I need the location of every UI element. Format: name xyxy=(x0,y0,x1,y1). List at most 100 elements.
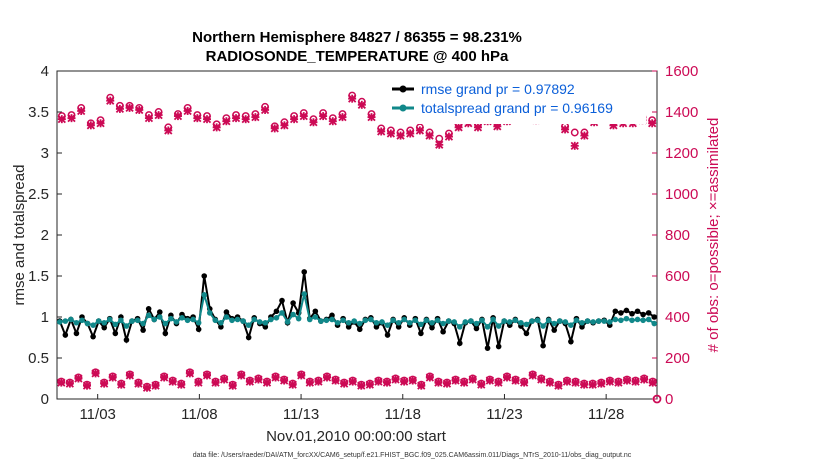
series-1-point xyxy=(90,322,96,328)
x-tick-label: 11/23 xyxy=(486,406,522,423)
series-0-point xyxy=(196,327,202,333)
series-0-point xyxy=(74,331,80,337)
obs-assimilated-marker xyxy=(377,127,385,135)
series-0-point xyxy=(418,331,424,337)
chart-canvas: Northern Hemisphere 84827 / 86355 = 98.2… xyxy=(0,0,830,470)
obs-assimilated-marker xyxy=(184,107,192,115)
obs-assimilated-marker xyxy=(580,381,588,389)
series-1-point xyxy=(157,314,163,320)
obs-assimilated-marker xyxy=(309,118,317,126)
x-tick-label: 11/03 xyxy=(79,406,115,423)
series-0-point xyxy=(440,329,446,335)
series-1-point xyxy=(474,321,480,327)
obs-assimilated-marker xyxy=(366,381,374,389)
series-1-point xyxy=(163,321,169,327)
legend-spread-marker xyxy=(400,105,407,112)
series-0-point xyxy=(313,308,319,314)
series-1-point xyxy=(207,310,213,316)
y-tick-label: 1 xyxy=(41,309,49,326)
series-0-point xyxy=(429,325,435,331)
obs-assimilated-marker xyxy=(563,378,571,386)
series-1-point xyxy=(563,319,569,325)
series-1-point xyxy=(296,316,302,322)
series-1-point xyxy=(501,318,507,324)
series-1-point xyxy=(463,319,469,325)
obs-assimilated-marker xyxy=(57,379,65,387)
series-1-point xyxy=(385,322,391,328)
series-1-point xyxy=(174,319,180,325)
obs-assimilated-marker xyxy=(368,113,376,121)
series-1-point xyxy=(290,312,296,318)
obs-assimilated-marker xyxy=(145,114,153,122)
series-1-point xyxy=(451,319,457,325)
series-1-point xyxy=(490,317,496,323)
obs-assimilated-marker xyxy=(152,382,160,390)
obs-assimilated-marker xyxy=(212,379,220,387)
legend-spread-label: totalspread grand pr = 0.96169 xyxy=(421,100,613,116)
obs-assimilated-marker xyxy=(254,376,262,384)
obs-assimilated-marker xyxy=(314,378,322,386)
data-file-footer: data file: /Users/raeder/DAI/ATM_forcXX/… xyxy=(193,452,632,459)
series-1-point xyxy=(185,317,191,323)
series-0-point xyxy=(618,310,624,316)
series-1-point xyxy=(168,316,174,322)
series-1-point xyxy=(574,317,580,323)
series-1-point xyxy=(368,317,374,323)
series-1-point xyxy=(240,318,246,324)
series-0-point xyxy=(635,308,641,314)
series-1-point xyxy=(268,317,274,323)
obs-assimilated-marker xyxy=(155,111,163,119)
legend-rmse-label: rmse grand pr = 0.97892 xyxy=(421,81,575,97)
obs-assimilated-marker xyxy=(387,130,395,138)
obs-assimilated-marker xyxy=(261,106,269,114)
obs-assimilated-marker xyxy=(271,124,279,132)
obs-assimilated-marker xyxy=(348,95,356,103)
y-right-tick-label: 400 xyxy=(665,309,690,326)
obs-assimilated-marker xyxy=(554,382,562,390)
series-1-point xyxy=(85,321,91,327)
y-tick-label: 2 xyxy=(41,227,49,244)
series-1-point xyxy=(651,321,657,327)
series-1-point xyxy=(429,320,435,326)
obs-assimilated-marker xyxy=(87,121,95,129)
x-tick-label: 11/08 xyxy=(181,406,217,423)
x-tick-label: 11/18 xyxy=(385,406,421,423)
series-1-point xyxy=(318,318,324,324)
series-0-point xyxy=(629,311,635,317)
obs-assimilated-marker xyxy=(92,369,100,377)
obs-assimilated-marker xyxy=(203,371,211,379)
series-1-point xyxy=(213,317,219,323)
series-1-point xyxy=(218,320,224,326)
obs-assimilated-marker xyxy=(251,113,259,121)
obs-assimilated-marker xyxy=(83,382,91,390)
series-1-point xyxy=(101,320,107,326)
series-1-point xyxy=(607,319,613,325)
obs-assimilated-marker xyxy=(193,114,201,122)
series-1-point xyxy=(351,318,357,324)
obs-assimilated-marker xyxy=(640,376,648,384)
obs-assimilated-marker xyxy=(358,101,366,109)
obs-assimilated-marker xyxy=(374,378,382,386)
series-1-point xyxy=(190,317,196,323)
obs-assimilated-marker xyxy=(623,377,631,385)
obs-assimilated-marker xyxy=(242,115,250,123)
series-1-point xyxy=(96,318,102,324)
y-right-tick-label: 800 xyxy=(665,227,690,244)
series-1-point xyxy=(585,318,591,324)
obs-assimilated-marker xyxy=(546,379,554,387)
series-1-point xyxy=(235,317,241,323)
series-0-point xyxy=(385,332,391,338)
y-right-tick-label: 1400 xyxy=(665,104,698,121)
series-1-point xyxy=(407,320,413,326)
y-tick-label: 2.5 xyxy=(28,186,49,203)
y-right-tick-label: 0 xyxy=(665,391,673,408)
series-1-point xyxy=(379,319,385,325)
series-0-point xyxy=(201,273,207,279)
obs-assimilated-marker xyxy=(648,119,656,127)
obs-assimilated-marker xyxy=(332,377,340,385)
obs-assimilated-marker xyxy=(614,379,622,387)
obs-assimilated-marker xyxy=(561,125,569,133)
y-right-tick-label: 600 xyxy=(665,268,690,285)
obs-assimilated-marker xyxy=(300,112,308,120)
y-tick-label: 0.5 xyxy=(28,350,49,367)
